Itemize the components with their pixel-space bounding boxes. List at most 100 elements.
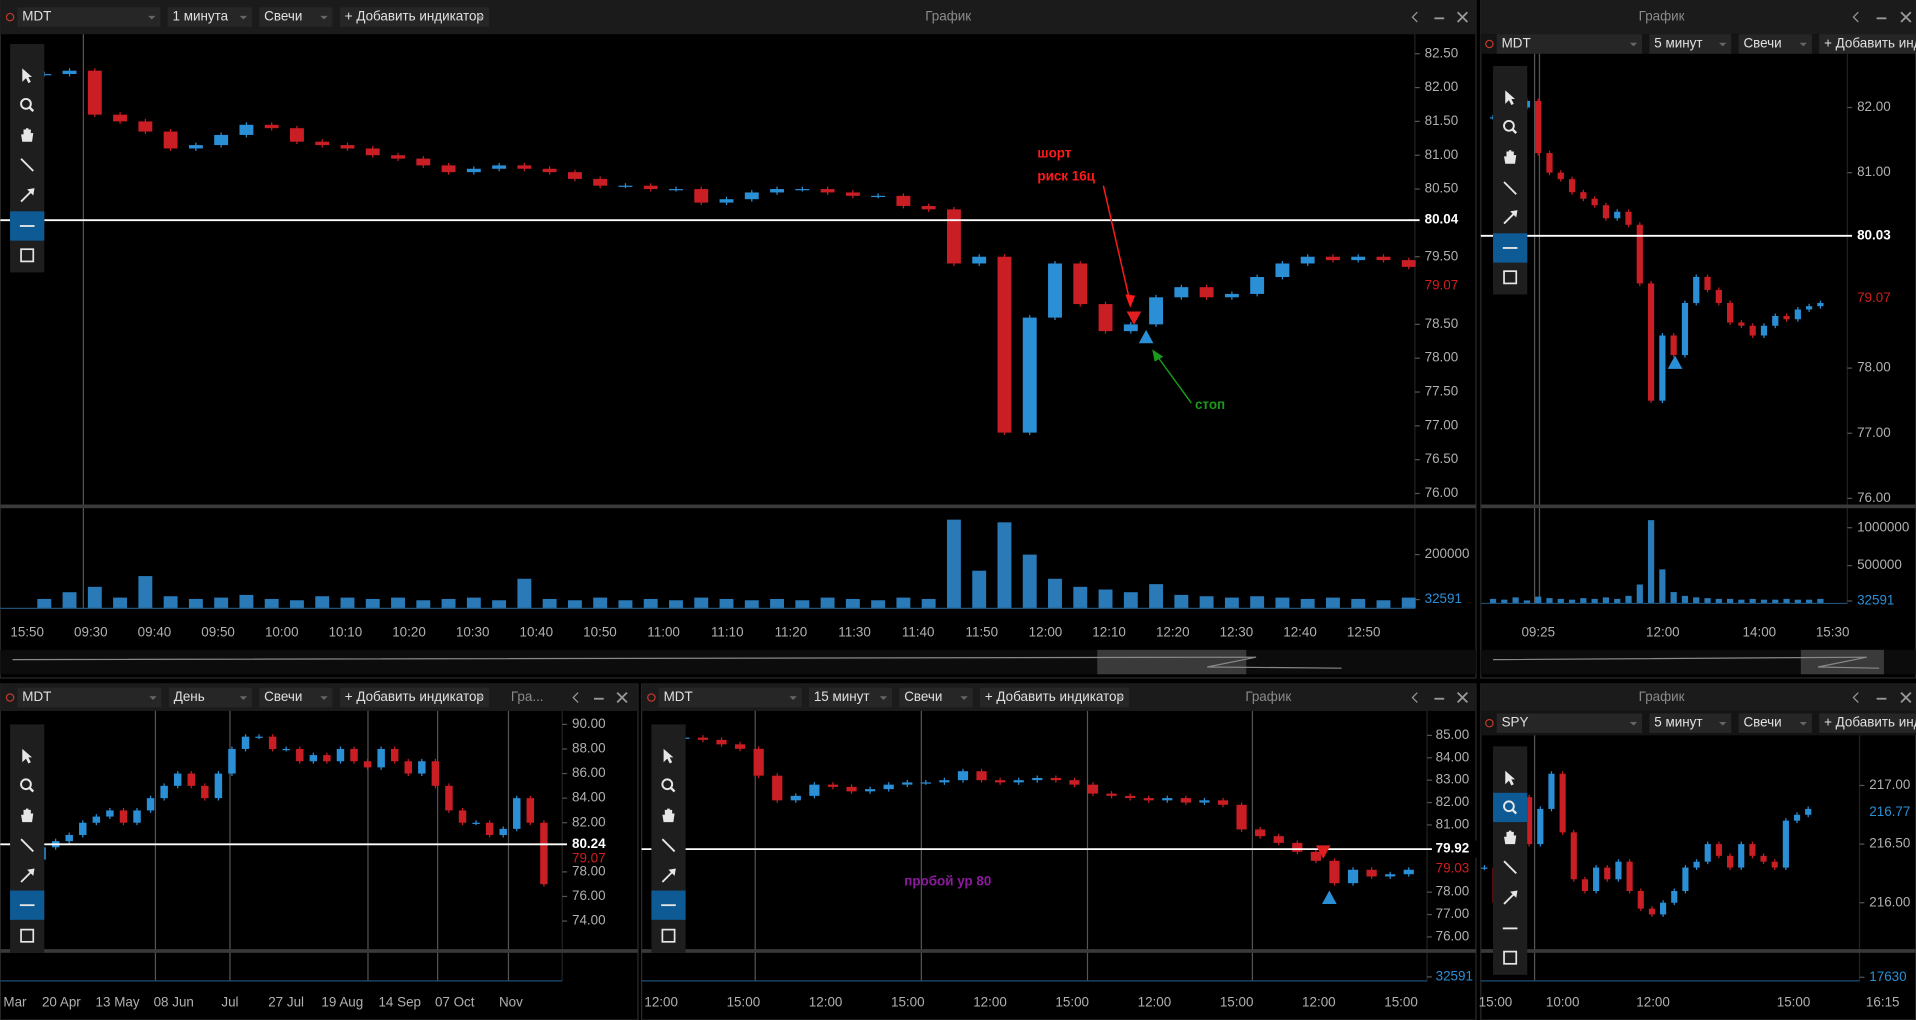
dropdown-label[interactable]: 1 минута (173, 9, 229, 24)
tool-cursor[interactable] (22, 68, 33, 84)
tool-zoom[interactable] (1503, 119, 1515, 132)
tool-cursor[interactable] (663, 748, 674, 764)
tool-zoom[interactable] (661, 778, 674, 791)
time-tick-label: 10:10 (329, 624, 363, 639)
tool-line[interactable] (20, 838, 34, 853)
time-tick-label: 11:30 (838, 624, 871, 639)
dropdown[interactable] (1649, 713, 1732, 733)
candle (1648, 908, 1655, 915)
dropdown-label[interactable]: MDT (22, 9, 51, 24)
dropdown[interactable] (1738, 34, 1812, 54)
navigator[interactable] (0, 649, 1476, 675)
dropdown[interactable] (1738, 713, 1812, 733)
dropdown[interactable] (167, 7, 252, 27)
dropdown[interactable] (1496, 34, 1643, 54)
tool-line[interactable] (1503, 860, 1517, 875)
dropdown[interactable] (17, 7, 161, 27)
time-tick-label: 27 Jul (268, 994, 304, 1009)
collapse-button[interactable] (1852, 11, 1859, 23)
dropdown[interactable] (899, 687, 973, 708)
dropdown-label[interactable]: MDT (1502, 36, 1531, 51)
dropdown[interactable] (17, 687, 162, 708)
volume-bar (466, 597, 481, 609)
dropdown[interactable] (259, 687, 333, 708)
dropdown-label[interactable]: MDT (664, 689, 693, 704)
tool-zoom[interactable] (20, 778, 32, 791)
tool-cursor[interactable] (22, 748, 33, 764)
level-label: 80.24 (572, 836, 606, 851)
dropdown-label[interactable]: 15 минут (814, 689, 870, 704)
close-button[interactable] (1456, 11, 1469, 23)
tool-hand[interactable] (1504, 830, 1517, 845)
candle (1681, 302, 1689, 356)
dropdown-label[interactable]: MDT (22, 689, 51, 704)
tool-line[interactable] (661, 838, 676, 853)
close-button[interactable] (616, 691, 628, 704)
panel-title: График (1245, 689, 1291, 704)
dropdown-label[interactable]: День (174, 689, 205, 704)
tool-line[interactable] (20, 158, 34, 172)
dropdown[interactable] (1819, 713, 1916, 733)
candle (187, 773, 195, 786)
tool-rect[interactable] (20, 928, 35, 943)
dropdown-label[interactable]: + Добавить индикатор (985, 689, 1124, 704)
dropdown[interactable] (259, 7, 333, 27)
annotation: риск 16ц (1037, 169, 1095, 184)
dropdown[interactable] (1496, 713, 1643, 733)
close-button[interactable] (1900, 11, 1912, 23)
dropdown[interactable] (339, 7, 489, 27)
dropdown[interactable] (979, 687, 1130, 708)
dropdown[interactable] (1649, 34, 1732, 54)
tool-rect[interactable] (1503, 950, 1518, 965)
dropdown-label[interactable]: SPY (1502, 715, 1529, 730)
pane-divider (641, 949, 1476, 953)
close-button[interactable] (1900, 691, 1912, 704)
dropdown-label[interactable]: 5 минут (1654, 715, 1702, 730)
dropdown-label[interactable]: + Добавить индикатор (345, 9, 484, 24)
tool-rect[interactable] (1503, 270, 1518, 285)
time-tick-label: 14:00 (1743, 624, 1777, 639)
trade-marker (1322, 890, 1337, 904)
dropdown[interactable] (339, 687, 489, 708)
dropdown[interactable] (168, 687, 252, 708)
candle (241, 736, 250, 749)
tool-hand[interactable] (21, 808, 34, 823)
dropdown-label[interactable]: + Добавить индикатор (1824, 715, 1916, 730)
dropdown-label[interactable]: Свечи (264, 689, 302, 704)
time-tick-label: 12:00 (1138, 994, 1172, 1009)
navigator-window[interactable] (1097, 649, 1247, 675)
tool-cursor[interactable] (1505, 90, 1516, 106)
time-tick-label: 12:00 (809, 994, 843, 1009)
volume-bar (669, 600, 683, 609)
dropdown[interactable] (808, 687, 893, 708)
tool-zoom[interactable] (1503, 800, 1515, 813)
dropdown-label[interactable]: Свечи (1743, 715, 1781, 730)
tool-hand[interactable] (21, 128, 34, 142)
tool-hand[interactable] (662, 808, 675, 823)
dropdown-label[interactable]: + Добавить индикатор (345, 689, 484, 704)
dropdown[interactable] (1819, 34, 1916, 54)
tool-rect[interactable] (20, 248, 35, 263)
collapse-button[interactable] (1411, 11, 1418, 23)
tool-hand[interactable] (1504, 150, 1517, 164)
time-tick-label: 13 May (96, 994, 140, 1009)
close-button[interactable] (1456, 691, 1469, 704)
dropdown[interactable] (658, 687, 802, 708)
volume-bar (239, 594, 254, 609)
tool-line[interactable] (1503, 181, 1517, 195)
tool-cursor[interactable] (1505, 770, 1516, 786)
dropdown-label[interactable]: Свечи (264, 9, 302, 24)
candle (418, 761, 426, 774)
collapse-button[interactable] (1852, 692, 1859, 703)
dropdown-label[interactable]: 5 минут (1654, 36, 1702, 51)
dropdown-label[interactable]: + Добавить индикатор (1824, 36, 1916, 51)
dropdown-label[interactable]: Свечи (1743, 36, 1781, 51)
collapse-button[interactable] (572, 692, 579, 703)
candle (138, 121, 153, 132)
tool-zoom[interactable] (20, 97, 32, 110)
dropdown-caret (148, 15, 156, 20)
dropdown-label[interactable]: Свечи (904, 689, 942, 704)
collapse-button[interactable] (1411, 692, 1418, 703)
candle (1626, 861, 1633, 892)
tool-rect[interactable] (661, 928, 676, 943)
